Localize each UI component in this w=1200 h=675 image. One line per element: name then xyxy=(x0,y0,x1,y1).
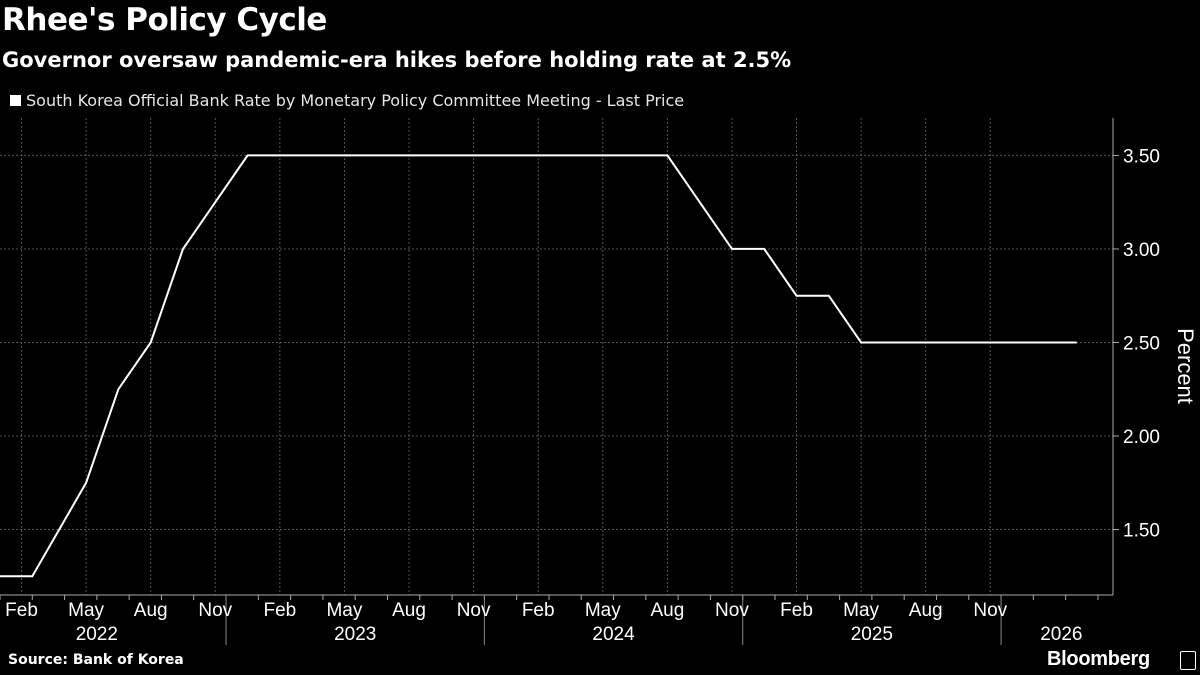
x-month-label: Nov xyxy=(715,600,749,621)
bloomberg-logo: Bloomberg xyxy=(1047,648,1150,670)
series-line xyxy=(0,154,1077,578)
x-year-label: 2025 xyxy=(851,624,893,645)
y-tick-label: 3.00 xyxy=(1123,240,1160,261)
chart-subtitle: Governor oversaw pandemic-era hikes befo… xyxy=(2,48,792,72)
series-group xyxy=(0,154,1078,578)
y-tick-label: 1.50 xyxy=(1123,521,1160,542)
x-month-label: May xyxy=(68,600,104,621)
legend-swatch xyxy=(10,95,21,106)
bloomberg-badge-icon xyxy=(1180,651,1196,670)
data-point xyxy=(246,154,249,157)
x-year-label: 2023 xyxy=(334,624,376,645)
x-month-label: Nov xyxy=(198,600,232,621)
x-month-label: Aug xyxy=(909,600,943,621)
legend: South Korea Official Bank Rate by Moneta… xyxy=(10,91,684,110)
data-point xyxy=(85,481,87,484)
data-point xyxy=(795,294,798,297)
y-tick-label: 3.50 xyxy=(1123,146,1160,167)
legend-label: South Korea Official Bank Rate by Moneta… xyxy=(26,91,685,110)
source-note: Source: Bank of Korea xyxy=(8,652,184,668)
x-month-label: Feb xyxy=(263,600,296,621)
data-point xyxy=(1075,341,1078,344)
data-point xyxy=(828,294,830,297)
x-month-label: May xyxy=(585,600,621,621)
x-year-label: 2026 xyxy=(1040,624,1082,645)
data-point xyxy=(731,248,733,250)
x-year-label: 2024 xyxy=(592,624,635,645)
x-month-label: Nov xyxy=(973,600,1007,621)
y-tick-label: 2.00 xyxy=(1123,427,1160,448)
x-month-label: Aug xyxy=(650,600,684,621)
data-point xyxy=(0,575,1,578)
x-month-label: May xyxy=(326,600,362,621)
chart-title: Rhee's Policy Cycle xyxy=(2,2,327,38)
x-month-label: Feb xyxy=(5,600,38,621)
axis-labels: 1.50 2.00 2.50 3.00 3.50 Feb May Aug Nov Feb May Au… xyxy=(5,146,1160,645)
x-year-label: 2022 xyxy=(76,624,118,645)
data-point xyxy=(117,388,120,391)
x-gridlines xyxy=(21,118,991,595)
data-point xyxy=(31,575,34,578)
x-month-label: Nov xyxy=(457,600,491,621)
axes xyxy=(0,118,1114,596)
x-month-label: Feb xyxy=(780,600,813,621)
data-point xyxy=(666,154,669,157)
x-month-label: Aug xyxy=(392,600,426,621)
data-point xyxy=(860,341,862,344)
y-axis-title: Percent xyxy=(1173,328,1198,404)
data-point xyxy=(182,248,184,250)
x-month-label: May xyxy=(843,600,879,621)
data-point xyxy=(763,248,766,250)
y-tick-label: 2.50 xyxy=(1123,333,1160,354)
data-point xyxy=(149,341,152,344)
x-month-label: Feb xyxy=(522,600,555,621)
axis-ticks xyxy=(0,154,1119,645)
x-month-label: Aug xyxy=(134,600,168,621)
